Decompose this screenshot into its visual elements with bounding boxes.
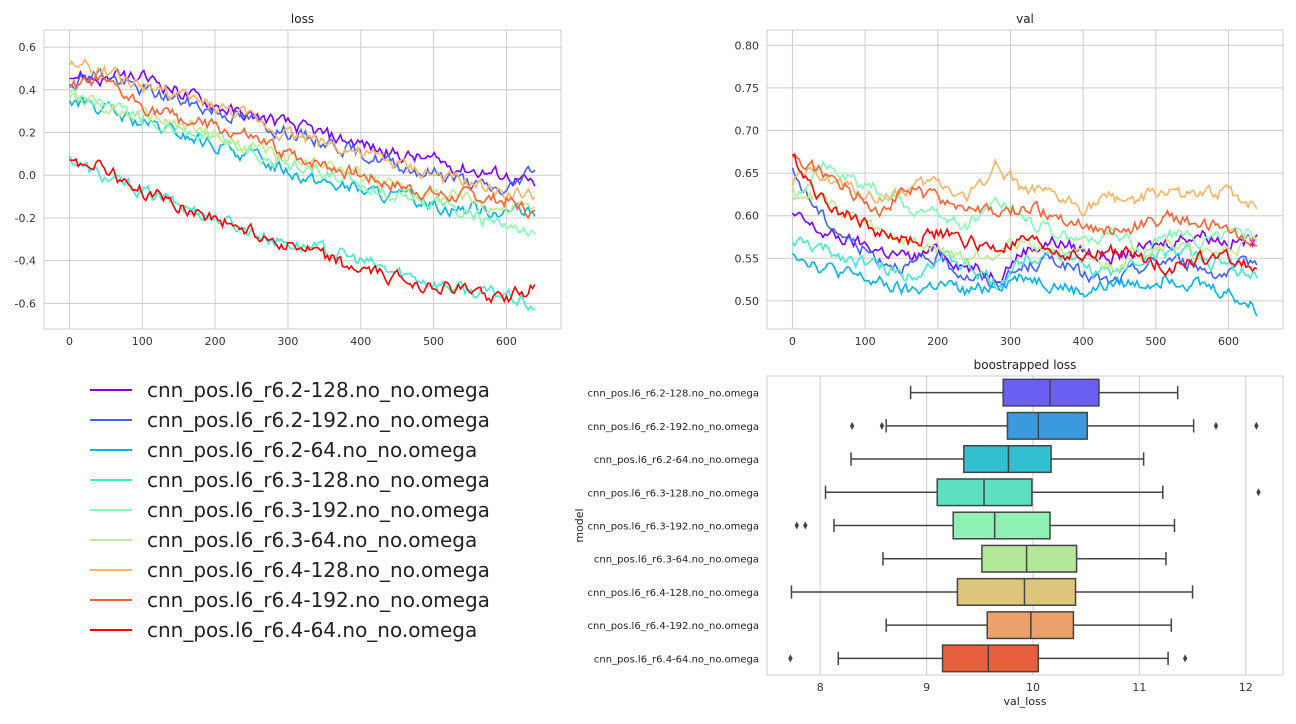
val-line-chart: val 0 100 200 300 400 500 600 0.50 0.55 0.60 0.65 0… [735, 12, 1284, 348]
loss-y-tick-label: 0.0 [19, 169, 37, 182]
box-x-tick-label: 8 [817, 681, 824, 694]
legend-entry-label: cnn_pos.l6_r6.3-192.no_no.omega [147, 498, 490, 522]
val-series-line [791, 211, 1258, 284]
box-outlier-marker [794, 521, 799, 530]
box-iqr-rect [941, 644, 1040, 673]
box-category-label: cnn_pos.l6_r6.2-64.no_no.omega [594, 455, 759, 466]
legend-entry-label: cnn_pos.l6_r6.4-64.no_no.omega [147, 618, 477, 642]
loss-x-tick-label: 200 [205, 335, 226, 348]
loss-x-tick-label: 300 [277, 335, 298, 348]
loss-chart-title: loss [291, 12, 314, 26]
legend-entry-label: cnn_pos.l6_r6.4-128.no_no.omega [147, 558, 490, 582]
loss-x-tick-label: 400 [350, 335, 371, 348]
boostrapped-loss-box-chart: boostrapped loss val_loss model 8 9 10 11 12… [573, 358, 1284, 708]
box-outlier-marker [879, 421, 885, 430]
box-iqr-rect [1006, 411, 1088, 440]
legend-entry-label: cnn_pos.l6_r6.3-128.no_no.omega [147, 468, 490, 492]
loss-x-tick-label: 100 [132, 335, 153, 348]
val-series-line [791, 252, 1258, 317]
box-outlier-marker [1182, 654, 1188, 663]
legend-entry-label: cnn_pos.l6_r6.2-128.no_no.omega [147, 378, 490, 402]
box-x-axis-label: val_loss [1003, 695, 1046, 708]
box-plot-frame [766, 375, 1284, 676]
val-y-tick-label: 0.75 [735, 82, 760, 95]
loss-series-line [69, 67, 536, 196]
box-category-label: cnn_pos.l6_r6.3-128.no_no.omega [588, 488, 759, 499]
val-y-tick-label: 0.50 [735, 295, 760, 308]
loss-line-chart: loss 0 100 200 300 400 500 600 -0.6 -0.4 -0.2 0.0 0… [15, 12, 562, 348]
box-iqr-rect [963, 445, 1052, 474]
val-y-tick-label: 0.80 [735, 39, 760, 52]
legend-entry-label: cnn_pos.l6_r6.2-192.no_no.omega [147, 408, 490, 432]
box-category-label: cnn_pos.l6_r6.3-64.no_no.omega [594, 555, 759, 566]
val-y-tick-label: 0.65 [735, 167, 760, 180]
box-outlier-marker [1254, 421, 1259, 430]
val-series-line [791, 185, 1258, 273]
loss-series-line [68, 92, 536, 215]
val-plot-frame [766, 29, 1284, 330]
box-category-label: cnn_pos.l6_r6.4-128.no_no.omega [588, 588, 759, 599]
loss-series-line [68, 73, 535, 220]
box-category-label: cnn_pos.l6_r6.2-128.no_no.omega [588, 389, 759, 400]
box-category-label: cnn_pos.l6_r6.2-192.no_no.omega [588, 422, 759, 433]
box-x-tick-label: 10 [1026, 681, 1040, 694]
box-x-tick-label: 11 [1132, 681, 1146, 694]
box-category-label: cnn_pos.l6_r6.4-192.no_no.omega [588, 621, 759, 632]
val-series-line [791, 159, 1258, 257]
val-x-tick-label: 300 [1000, 335, 1021, 348]
legend-entry-label: cnn_pos.l6_r6.2-64.no_no.omega [147, 438, 477, 462]
box-outlier-marker [1213, 421, 1219, 430]
loss-y-tick-label: -0.2 [15, 212, 36, 225]
loss-series-line [69, 68, 536, 188]
box-iqr-rect [956, 577, 1077, 606]
box-x-tick-label: 9 [923, 681, 930, 694]
box-outlier-marker [849, 421, 855, 430]
val-x-tick-label: 200 [927, 335, 948, 348]
box-outlier-marker [788, 654, 793, 663]
val-x-tick-label: 100 [855, 335, 876, 348]
val-series-line [792, 153, 1258, 277]
loss-x-tick-label: 0 [66, 335, 73, 348]
loss-x-tick-label: 500 [423, 335, 444, 348]
val-x-tick-label: 0 [789, 335, 796, 348]
box-outlier-marker [803, 521, 808, 530]
val-chart-title: val [1016, 12, 1034, 26]
box-chart-title: boostrapped loss [974, 358, 1077, 372]
val-series-line [791, 167, 1258, 290]
box-iqr-rect [981, 544, 1078, 573]
loss-x-tick-label: 600 [496, 335, 517, 348]
box-iqr-rect [952, 511, 1051, 540]
val-x-tick-label: 500 [1145, 335, 1166, 348]
legend-entry-label: cnn_pos.l6_r6.3-64.no_no.omega [147, 528, 477, 552]
box-y-axis-label: model [573, 508, 586, 542]
loss-y-tick-label: 0.6 [19, 41, 37, 54]
loss-series-line [69, 157, 536, 305]
loss-y-tick-label: 0.2 [19, 127, 37, 140]
val-x-tick-label: 600 [1218, 335, 1239, 348]
legend: cnn_pos.l6_r6.2-128.no_no.omega cnn_pos.l… [90, 378, 490, 642]
loss-series-line [68, 94, 536, 219]
box-category-label: cnn_pos.l6_r6.3-192.no_no.omega [588, 522, 759, 533]
loss-y-tick-label: -0.4 [15, 255, 36, 268]
box-outlier-marker [1256, 488, 1261, 497]
val-series-line [791, 152, 1257, 248]
loss-series-line [68, 57, 536, 202]
val-y-tick-label: 0.60 [735, 210, 760, 223]
box-iqr-rect [1002, 378, 1100, 407]
loss-y-tick-label: -0.6 [15, 297, 36, 310]
val-y-tick-label: 0.70 [735, 125, 760, 138]
val-series-line [791, 236, 1258, 290]
val-series-line [791, 157, 1258, 217]
box-x-tick-label: 12 [1239, 681, 1253, 694]
val-y-tick-label: 0.55 [735, 252, 760, 265]
loss-y-tick-label: 0.4 [19, 84, 37, 97]
legend-entry-label: cnn_pos.l6_r6.4-192.no_no.omega [147, 588, 490, 612]
val-x-tick-label: 400 [1073, 335, 1094, 348]
loss-plot-frame [43, 29, 562, 330]
box-category-label: cnn_pos.l6_r6.4-64.no_no.omega [594, 654, 759, 665]
